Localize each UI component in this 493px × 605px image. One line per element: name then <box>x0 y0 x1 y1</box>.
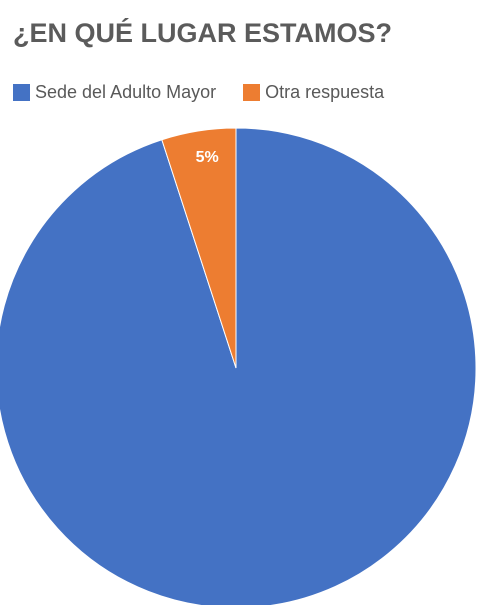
legend-item-otra: Otra respuesta <box>243 82 384 103</box>
pie-slice-otra <box>161 127 237 369</box>
pie-slice-sede <box>0 127 477 605</box>
legend-label-sede: Sede del Adulto Mayor <box>35 82 217 102</box>
legend-swatch-sede <box>13 84 30 101</box>
pie-label-otra: 5% <box>196 149 219 166</box>
legend-item-sede: Sede del Adulto Mayor <box>13 82 216 103</box>
legend-label-otra: Otra respuesta <box>265 82 385 102</box>
chart-legend: Sede del Adulto Mayor Otra respuesta <box>13 82 384 103</box>
legend-swatch-otra <box>243 84 261 101</box>
chart-title: ¿EN QUÉ LUGAR ESTAMOS? <box>13 18 393 48</box>
